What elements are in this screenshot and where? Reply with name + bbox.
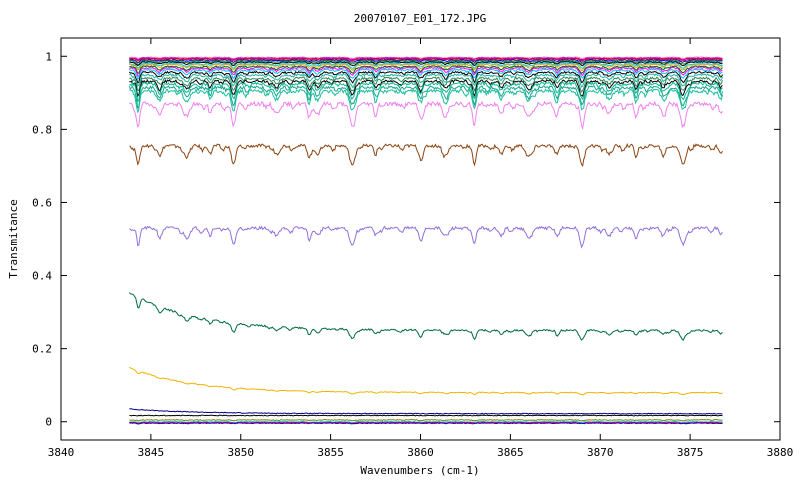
x-tick-label: 3880 <box>767 446 794 459</box>
series-line <box>129 422 723 425</box>
x-axis: 3840 3845 3850 3855 3860 3865 3870 3875 3880 <box>48 38 794 459</box>
series-line <box>128 68 723 81</box>
y-tick-label: 0.2 <box>32 343 52 356</box>
y-tick-label: 1 <box>45 50 52 63</box>
x-axis-label: Wavenumbers (cm-1) <box>360 464 479 477</box>
x-tick-label: 3845 <box>138 446 165 459</box>
y-tick-label: 0.4 <box>32 270 52 283</box>
series-layer <box>128 56 723 425</box>
y-tick-label: 0.8 <box>32 123 52 136</box>
series-line <box>129 420 723 424</box>
series-line <box>128 70 723 84</box>
series-line <box>129 88 723 113</box>
series-line <box>128 292 723 341</box>
series-line <box>129 63 723 72</box>
x-tick-label: 3850 <box>228 446 255 459</box>
y-tick-label: 0 <box>45 416 52 429</box>
series-line <box>129 225 723 249</box>
series-line <box>129 57 723 61</box>
series-line <box>129 408 723 415</box>
x-tick-label: 3860 <box>407 446 434 459</box>
series-line <box>129 142 723 167</box>
series-line <box>129 61 723 67</box>
y-axis: 0 0.2 0.4 0.6 0.8 1 <box>32 50 780 429</box>
series-line <box>128 84 723 109</box>
series-line <box>129 100 723 131</box>
series-line <box>129 60 723 65</box>
x-tick-label: 3870 <box>587 446 614 459</box>
chart-title: 20070107_E01_172.JPG <box>354 12 486 25</box>
series-line <box>129 73 723 89</box>
series-line <box>129 81 723 103</box>
y-axis-label: Transmitance <box>7 199 20 278</box>
x-tick-label: 3875 <box>677 446 704 459</box>
series-line <box>129 76 723 93</box>
x-tick-label: 3840 <box>48 446 75 459</box>
series-line <box>129 57 723 62</box>
x-tick-label: 3865 <box>497 446 524 459</box>
series-line <box>129 78 723 98</box>
y-tick-label: 0.6 <box>32 196 52 209</box>
series-line <box>129 418 723 422</box>
series-line <box>129 414 723 417</box>
series-line <box>129 366 723 396</box>
series-line <box>129 59 723 64</box>
series-line <box>129 66 723 77</box>
series-line <box>129 65 723 74</box>
x-tick-label: 3855 <box>317 446 344 459</box>
